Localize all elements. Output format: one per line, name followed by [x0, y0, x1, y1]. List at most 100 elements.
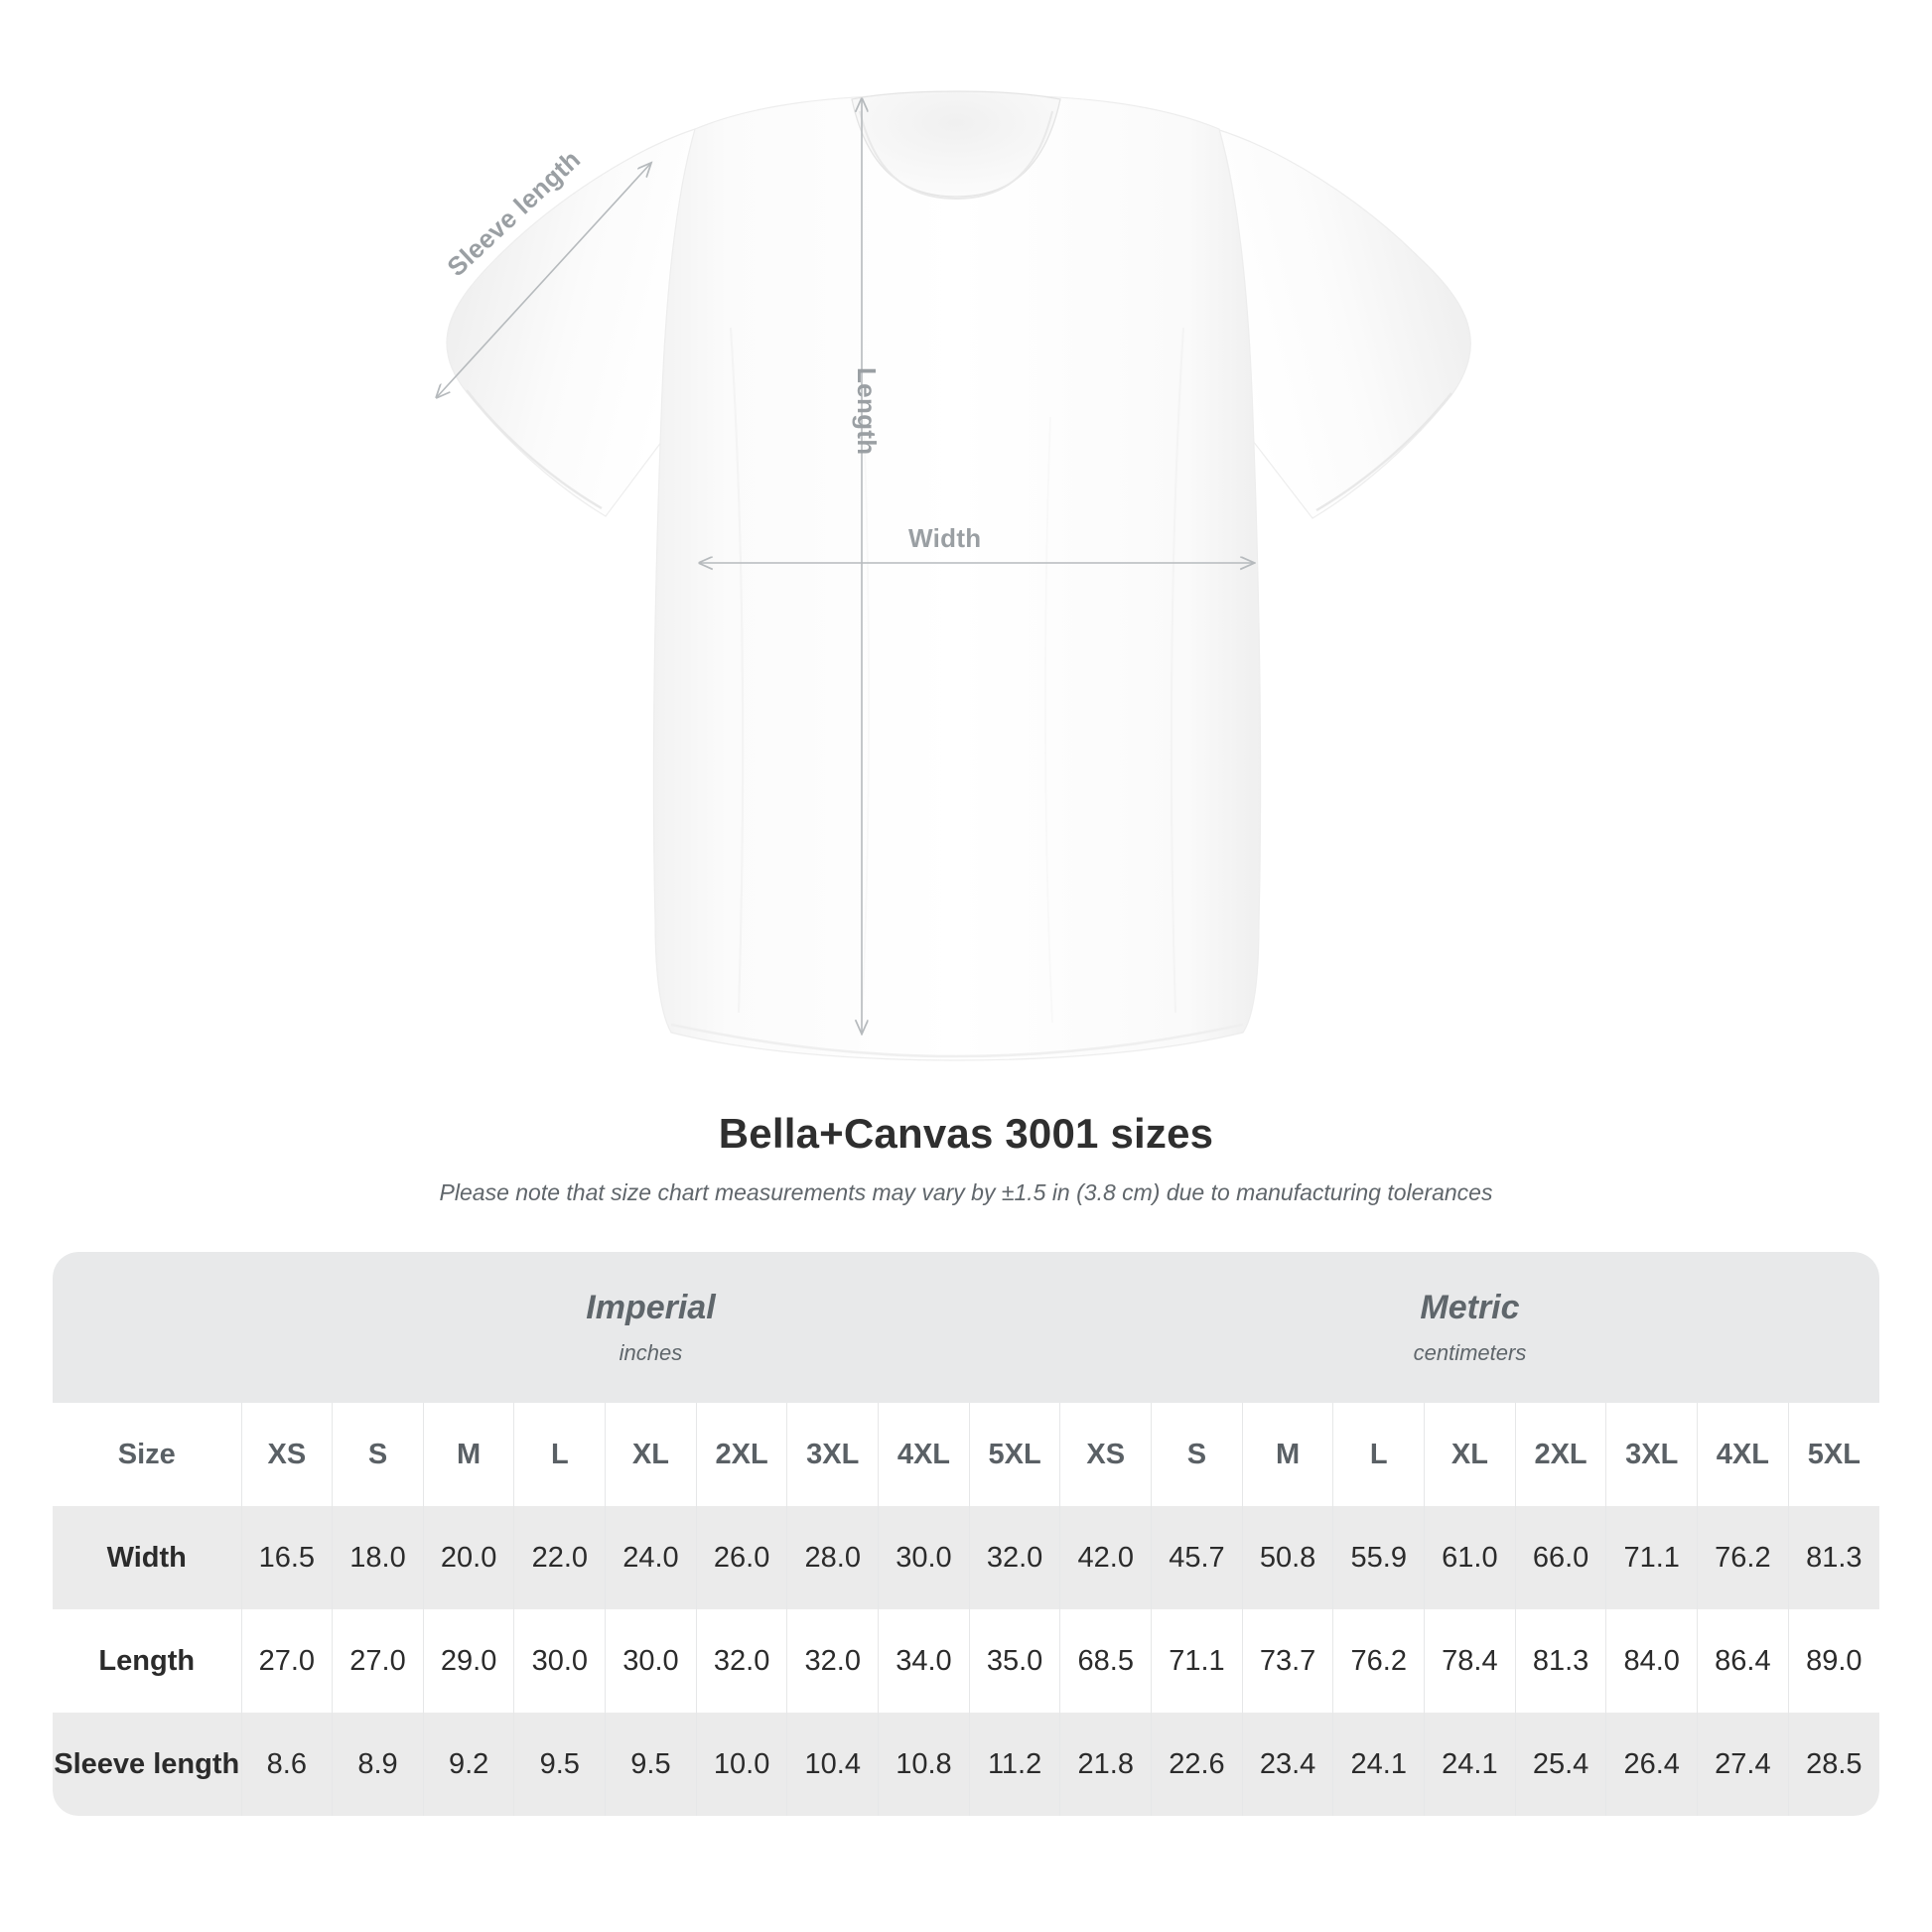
- cell-width-imperial-l: 22.0: [513, 1506, 607, 1609]
- cell-width-imperial-s: 18.0: [332, 1506, 424, 1609]
- tolerance-note: Please note that size chart measurements…: [439, 1179, 1493, 1205]
- title-block: Bella+Canvas 3001 sizes Please note that…: [0, 1110, 1932, 1206]
- column-header-metric-4xl: 4XL: [1697, 1403, 1789, 1506]
- cell-width-imperial-xs: 16.5: [241, 1506, 334, 1609]
- cell-sleeve-length-imperial-xs: 8.6: [241, 1713, 334, 1816]
- cell-sleeve-length-metric-xs: 21.8: [1059, 1713, 1153, 1816]
- cell-width-metric-3xl: 71.1: [1605, 1506, 1699, 1609]
- cell-width-metric-5xl: 81.3: [1788, 1506, 1879, 1609]
- cell-width-metric-l: 55.9: [1332, 1506, 1426, 1609]
- cell-sleeve-length-imperial-5xl: 11.2: [969, 1713, 1061, 1816]
- tshirt-diagram: Sleeve length Length Width: [0, 90, 1471, 1061]
- unit-name: Metric: [1420, 1289, 1520, 1327]
- unit-subtitle: inches: [619, 1339, 683, 1365]
- column-header-imperial-s: S: [332, 1403, 424, 1506]
- cell-width-imperial-3xl: 28.0: [786, 1506, 880, 1609]
- cell-length-metric-m: 73.7: [1242, 1609, 1334, 1713]
- cell-length-imperial-xl: 30.0: [605, 1609, 697, 1713]
- column-header-size: Size: [53, 1403, 242, 1506]
- cell-width-metric-xs: 42.0: [1059, 1506, 1153, 1609]
- cell-width-metric-4xl: 76.2: [1697, 1506, 1789, 1609]
- cell-sleeve-length-imperial-m: 9.2: [423, 1713, 515, 1816]
- cell-length-imperial-5xl: 35.0: [969, 1609, 1061, 1713]
- cell-length-metric-xl: 78.4: [1424, 1609, 1516, 1713]
- tshirt-illustration-svg: [0, 90, 1471, 1061]
- cell-length-metric-s: 71.1: [1151, 1609, 1243, 1713]
- cell-sleeve-length-metric-m: 23.4: [1242, 1713, 1334, 1816]
- cell-width-imperial-5xl: 32.0: [969, 1506, 1061, 1609]
- cell-sleeve-length-metric-4xl: 27.4: [1697, 1713, 1789, 1816]
- unit-name: Imperial: [586, 1289, 716, 1327]
- cell-sleeve-length-metric-l: 24.1: [1332, 1713, 1426, 1816]
- cell-sleeve-length-imperial-4xl: 10.8: [878, 1713, 970, 1816]
- cell-sleeve-length-metric-2xl: 25.4: [1515, 1713, 1607, 1816]
- size-header-row: Size XS S M L XL 2XL 3XL 4XL 5XL XS S M L XL 2XL 3XL 4XL 5…: [53, 1403, 1879, 1506]
- shirt-body-shape: [446, 90, 1471, 1061]
- width-annotation-label: Width: [908, 523, 982, 553]
- cell-sleeve-length-metric-s: 22.6: [1151, 1713, 1243, 1816]
- measurement-arrows: [437, 99, 1253, 1033]
- column-header-metric-m: M: [1242, 1403, 1334, 1506]
- unit-band-row: Imperial inches Metric centimeters: [53, 1252, 1879, 1403]
- column-header-metric-5xl: 5XL: [1788, 1403, 1879, 1506]
- cell-sleeve-length-imperial-l: 9.5: [513, 1713, 607, 1816]
- column-header-metric-xs: XS: [1059, 1403, 1153, 1506]
- column-header-metric-l: L: [1332, 1403, 1426, 1506]
- row-label-length: Length: [53, 1609, 242, 1713]
- cell-sleeve-length-imperial-2xl: 10.0: [696, 1713, 788, 1816]
- cell-width-metric-m: 50.8: [1242, 1506, 1334, 1609]
- column-header-imperial-4xl: 4XL: [878, 1403, 970, 1506]
- cell-length-metric-2xl: 81.3: [1515, 1609, 1607, 1713]
- cell-width-metric-s: 45.7: [1151, 1506, 1243, 1609]
- column-header-imperial-xs: XS: [241, 1403, 334, 1506]
- page-title: Bella+Canvas 3001 sizes: [718, 1110, 1214, 1157]
- column-header-metric-3xl: 3XL: [1605, 1403, 1699, 1506]
- cell-length-imperial-xs: 27.0: [241, 1609, 334, 1713]
- cell-sleeve-length-metric-3xl: 26.4: [1605, 1713, 1699, 1816]
- cell-width-imperial-2xl: 26.0: [696, 1506, 788, 1609]
- cell-sleeve-length-metric-xl: 24.1: [1424, 1713, 1516, 1816]
- length-annotation-label: Length: [852, 367, 882, 456]
- cell-length-imperial-3xl: 32.0: [786, 1609, 880, 1713]
- cell-length-metric-5xl: 89.0: [1788, 1609, 1879, 1713]
- cell-sleeve-length-imperial-s: 8.9: [332, 1713, 424, 1816]
- column-header-metric-s: S: [1151, 1403, 1243, 1506]
- table-row: Sleeve length 8.6 8.9 9.2 9.5 9.5 10.0 10.4 10.8…: [53, 1713, 1879, 1816]
- column-header-imperial-5xl: 5XL: [969, 1403, 1061, 1506]
- unit-header-metric: Metric centimeters: [1059, 1252, 1879, 1403]
- row-label-sleeve-length: Sleeve length: [53, 1713, 242, 1816]
- cell-sleeve-length-imperial-xl: 9.5: [605, 1713, 697, 1816]
- row-label-width: Width: [53, 1506, 242, 1609]
- cell-length-imperial-l: 30.0: [513, 1609, 607, 1713]
- cell-length-imperial-2xl: 32.0: [696, 1609, 788, 1713]
- unit-subtitle: centimeters: [1413, 1339, 1527, 1365]
- table-row: Width 16.5 18.0 20.0 22.0 24.0 26.0 28.0 30.0 32.…: [53, 1506, 1879, 1609]
- cell-width-imperial-4xl: 30.0: [878, 1506, 970, 1609]
- cell-width-metric-2xl: 66.0: [1515, 1506, 1607, 1609]
- size-table: Imperial inches Metric centimeters Size XS S M L…: [53, 1252, 1879, 1816]
- cell-length-metric-3xl: 84.0: [1605, 1609, 1699, 1713]
- cell-sleeve-length-imperial-3xl: 10.4: [786, 1713, 880, 1816]
- sleeve-length-arrow: [437, 164, 650, 397]
- cell-width-imperial-m: 20.0: [423, 1506, 515, 1609]
- cell-length-imperial-s: 27.0: [332, 1609, 424, 1713]
- cell-sleeve-length-metric-5xl: 28.5: [1788, 1713, 1879, 1816]
- cell-length-imperial-m: 29.0: [423, 1609, 515, 1713]
- column-header-imperial-m: M: [423, 1403, 515, 1506]
- table-row: Length 27.0 27.0 29.0 30.0 30.0 32.0 32.0 34.0 35…: [53, 1609, 1879, 1713]
- cell-length-metric-l: 76.2: [1332, 1609, 1426, 1713]
- cell-length-metric-4xl: 86.4: [1697, 1609, 1789, 1713]
- cell-width-metric-xl: 61.0: [1424, 1506, 1516, 1609]
- column-header-imperial-2xl: 2XL: [696, 1403, 788, 1506]
- column-header-imperial-l: L: [513, 1403, 607, 1506]
- column-header-metric-2xl: 2XL: [1515, 1403, 1607, 1506]
- cell-length-imperial-4xl: 34.0: [878, 1609, 970, 1713]
- cell-length-metric-xs: 68.5: [1059, 1609, 1153, 1713]
- column-header-imperial-3xl: 3XL: [786, 1403, 880, 1506]
- unit-header-imperial: Imperial inches: [241, 1252, 1060, 1403]
- column-header-metric-xl: XL: [1424, 1403, 1516, 1506]
- column-header-imperial-xl: XL: [605, 1403, 697, 1506]
- size-table-wrapper: Imperial inches Metric centimeters Size XS S M L…: [53, 1252, 1879, 1816]
- unit-band-spacer: [53, 1252, 241, 1403]
